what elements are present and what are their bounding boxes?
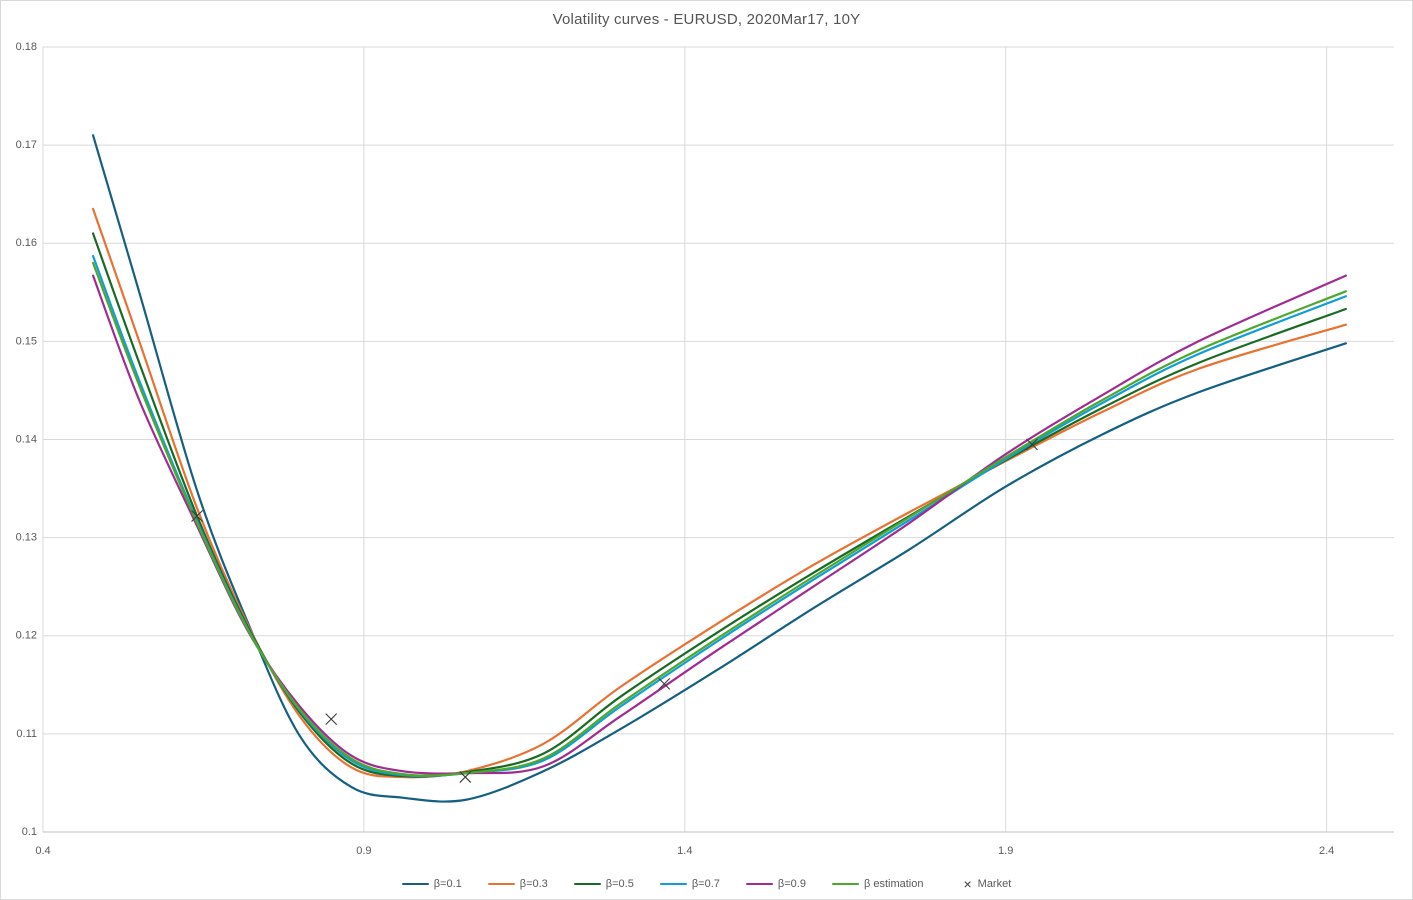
x-marker-icon: ×: [963, 876, 972, 892]
series-line-beta-estimation[interactable]: [91, 261, 1347, 777]
legend-swatch-beta-0-5: [573, 882, 601, 886]
legend-item-beta-0-5[interactable]: β=0.5: [573, 878, 634, 890]
x-tick-label: 2.4: [1319, 845, 1334, 857]
legend-label-beta-0-5: β=0.5: [605, 878, 634, 890]
legend-label-beta-0-1: β=0.1: [433, 878, 462, 890]
legend-swatch-beta-0-1: [401, 882, 429, 886]
y-tick-label: 0.14: [16, 433, 37, 445]
legend-swatch-beta-estimation: [831, 882, 859, 886]
legend-label-beta-0-7: β=0.7: [691, 878, 720, 890]
legend-swatch-beta-0-9: [745, 882, 773, 886]
legend-swatch-beta-0-3: [487, 882, 515, 886]
series-line-beta-0-5[interactable]: [91, 232, 1347, 778]
chart-title: Volatility curves - EURUSD, 2020Mar17, 1…: [552, 11, 861, 28]
market-marker[interactable]: [1026, 438, 1038, 451]
market-marker[interactable]: [325, 713, 338, 726]
y-tick-label: 0.16: [16, 237, 37, 249]
y-tick-label: 0.1: [22, 826, 37, 838]
y-tick-label: 0.12: [16, 630, 37, 642]
legend-label-beta-0-9: β=0.9: [777, 878, 806, 890]
y-tick-label: 0.11: [16, 728, 37, 740]
market-marker[interactable]: [658, 677, 671, 690]
x-tick-label: 0.4: [35, 845, 50, 857]
legend-item-market[interactable]: × Market: [963, 876, 1012, 892]
x-tick-label: 1.9: [998, 845, 1013, 857]
legend-item-beta-0-1[interactable]: β=0.1: [401, 878, 462, 890]
series-line-beta-0-1[interactable]: [91, 134, 1347, 803]
x-tick-label: 0.9: [356, 845, 371, 857]
legend-label-market: Market: [977, 878, 1012, 890]
market-marker[interactable]: [459, 771, 472, 783]
legend-label-beta-estimation: β estimation: [863, 878, 924, 890]
market-marker[interactable]: [191, 510, 203, 522]
legend: β=0.1 β=0.3 β=0.5 β=0.7 β=0.9 β estimation × Ma…: [1, 876, 1412, 892]
y-tick-label: 0.15: [16, 335, 37, 347]
series-line-beta-0-3[interactable]: [91, 207, 1347, 779]
legend-swatch-beta-0-7: [659, 882, 687, 886]
legend-item-beta-estimation[interactable]: β estimation: [831, 878, 924, 890]
legend-item-beta-0-9[interactable]: β=0.9: [745, 878, 806, 890]
legend-item-beta-0-3[interactable]: β=0.3: [487, 878, 548, 890]
legend-item-beta-0-7[interactable]: β=0.7: [659, 878, 720, 890]
y-tick-label: 0.17: [16, 139, 37, 151]
y-tick-label: 0.18: [16, 41, 37, 53]
y-tick-label: 0.13: [16, 532, 37, 544]
x-tick-label: 1.4: [677, 845, 692, 857]
legend-label-beta-0-3: β=0.3: [519, 878, 548, 890]
